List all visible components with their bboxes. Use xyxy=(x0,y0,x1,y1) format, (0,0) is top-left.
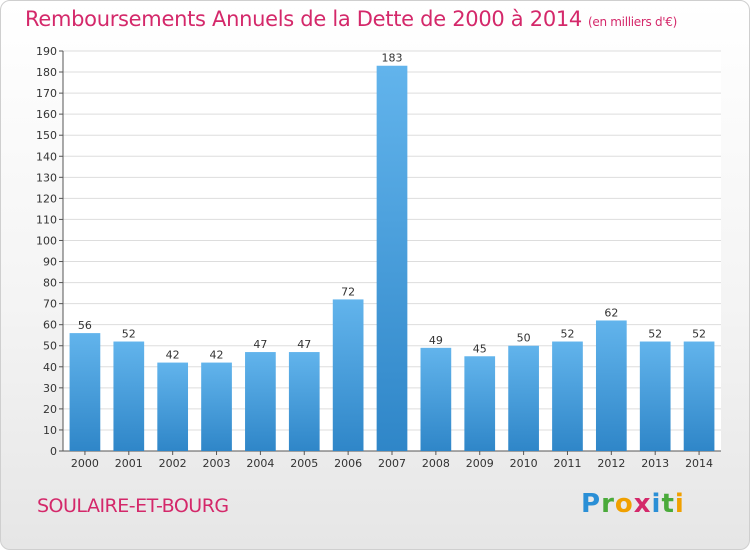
data-label-2007: 183 xyxy=(382,52,403,65)
labels: 0 10 20 30 40 50 60 70 80 90 100 110 120 130 140 150 160… xyxy=(36,45,713,470)
y-tick-label: 160 xyxy=(36,108,57,121)
data-label-2002: 42 xyxy=(166,349,180,362)
chart-title: Remboursements Annuels de la Dette de 20… xyxy=(25,7,677,31)
y-tick-label: 20 xyxy=(43,403,57,416)
y-tick-label: 130 xyxy=(36,171,57,184)
x-tick-label-2005: 2005 xyxy=(290,457,318,470)
commune-name: SOULAIRE-ET-BOURG xyxy=(37,495,229,517)
data-label-2014: 52 xyxy=(692,328,706,341)
bar-2000 xyxy=(69,333,101,451)
x-tick-label-2002: 2002 xyxy=(159,457,187,470)
x-tick-label-2010: 2010 xyxy=(510,457,538,470)
y-tick-label: 140 xyxy=(36,150,57,163)
y-tick-label: 50 xyxy=(43,340,57,353)
logo-letter-i2: i xyxy=(674,489,685,519)
data-label-2009: 45 xyxy=(473,342,487,355)
x-tick-label-2000: 2000 xyxy=(71,457,99,470)
x-tick-label-2003: 2003 xyxy=(203,457,231,470)
y-tick-label: 60 xyxy=(43,319,57,332)
bar-2001 xyxy=(113,341,145,451)
y-tick-label: 100 xyxy=(36,234,57,247)
data-label-2008: 49 xyxy=(429,334,443,347)
bar-2005 xyxy=(288,352,320,451)
x-tick-label-2008: 2008 xyxy=(422,457,450,470)
data-label-2000: 56 xyxy=(78,319,92,332)
y-tick-label: 180 xyxy=(36,66,57,79)
bar-2007 xyxy=(376,65,408,451)
x-tick-label-2006: 2006 xyxy=(334,457,362,470)
y-tick-label: 170 xyxy=(36,87,57,100)
y-tick-label: 90 xyxy=(43,256,57,269)
logo-letter-r: r xyxy=(601,489,615,519)
y-tick-label: 190 xyxy=(36,45,57,58)
logo-letter-x: x xyxy=(633,489,652,519)
data-label-2003: 42 xyxy=(210,349,224,362)
data-label-2001: 52 xyxy=(122,328,136,341)
x-tick-label-2004: 2004 xyxy=(246,457,274,470)
y-tick-label: 70 xyxy=(43,298,57,311)
bar-2014 xyxy=(683,341,715,451)
bars xyxy=(69,65,715,451)
y-tick-label: 30 xyxy=(43,382,57,395)
bar-2004 xyxy=(245,352,276,451)
bar-2010 xyxy=(508,345,539,451)
data-label-2010: 50 xyxy=(517,332,531,345)
bar-2008 xyxy=(420,347,452,451)
x-tick-label-2011: 2011 xyxy=(553,457,581,470)
x-tick-label-2013: 2013 xyxy=(641,457,669,470)
x-tick-label-2001: 2001 xyxy=(115,457,143,470)
bar-2011 xyxy=(552,341,583,451)
bar-2002 xyxy=(157,362,189,451)
bar-2003 xyxy=(201,362,232,451)
data-label-2006: 72 xyxy=(341,285,355,298)
x-tick-label-2007: 2007 xyxy=(378,457,406,470)
y-tick-label: 110 xyxy=(36,213,57,226)
y-tick-label: 0 xyxy=(50,445,57,458)
data-label-2013: 52 xyxy=(648,328,662,341)
y-tick-label: 10 xyxy=(43,424,57,437)
bar-2009 xyxy=(464,356,496,451)
logo-letter-o: o xyxy=(614,489,634,519)
chart-unit: (en milliers d'€) xyxy=(588,15,678,29)
bar-2006 xyxy=(332,299,364,451)
x-tick-label-2012: 2012 xyxy=(597,457,625,470)
y-tick-label: 150 xyxy=(36,129,57,142)
x-tick-label-2009: 2009 xyxy=(466,457,494,470)
logo-letter-i1: i xyxy=(651,489,662,519)
bar-2012 xyxy=(595,320,627,451)
data-label-2005: 47 xyxy=(297,338,311,351)
chart-title-text: Remboursements Annuels de la Dette de 20… xyxy=(25,7,582,31)
logo-letter-p: P xyxy=(581,489,602,519)
y-tick-label: 80 xyxy=(43,277,57,290)
data-label-2011: 52 xyxy=(560,328,574,341)
data-label-2012: 62 xyxy=(604,306,618,319)
bar-2013 xyxy=(639,341,671,451)
logo-letter-t: t xyxy=(661,489,675,519)
x-tick-label-2014: 2014 xyxy=(685,457,713,470)
y-tick-label: 120 xyxy=(36,192,57,205)
data-label-2004: 47 xyxy=(253,338,267,351)
y-tick-label: 40 xyxy=(43,361,57,374)
proxiti-logo: Proxiti xyxy=(581,489,685,519)
